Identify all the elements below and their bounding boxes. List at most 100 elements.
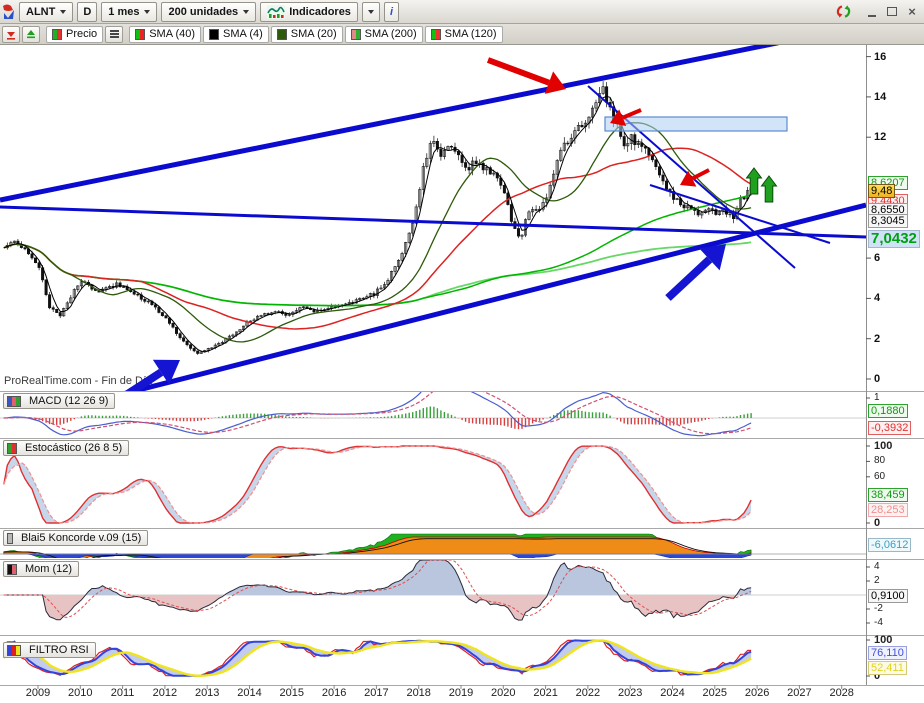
indicator-label-text: FILTRO RSI [29, 644, 89, 656]
sma-legend-item-1[interactable]: SMA (4) [203, 25, 269, 43]
indicator-value-label: 0,1880 [868, 404, 908, 418]
rsi-line [2, 639, 752, 677]
sma-legend-item-2[interactable]: SMA (20) [270, 25, 343, 43]
units-select[interactable]: 200 unidades [161, 1, 257, 22]
refresh-icon[interactable] [835, 3, 852, 20]
timeframe-label: 1 mes [108, 5, 140, 18]
indicator-axis-tick: 2 [874, 575, 880, 586]
maximize-button[interactable] [884, 5, 900, 19]
sma-4-line [3, 95, 752, 353]
year-label: 2016 [321, 687, 347, 699]
red-down-arrow-icon [7, 31, 15, 40]
symbol-select[interactable]: ALNT [19, 1, 74, 22]
sma-legend-label: SMA (20) [290, 28, 337, 40]
maximize-icon [887, 7, 897, 16]
green-up-arrow-icon [27, 29, 35, 38]
year-label: 2012 [152, 687, 178, 699]
indicators-chart-icon [267, 4, 286, 19]
list-icon[interactable] [105, 25, 124, 43]
stochastic-d-line [3, 445, 752, 524]
macd-signal-line [3, 392, 752, 435]
indicator-label-stoch[interactable]: Estocástico (26 8 5) [3, 440, 130, 456]
sma-legend-item-4[interactable]: SMA (120) [424, 25, 503, 43]
chart-canvas[interactable]: ProRealTime.com - Fin de Día 16 14 12 6 4 2 0 8,… [0, 45, 924, 703]
sma-40-line [3, 147, 752, 330]
units-label: 200 unidades [168, 5, 239, 18]
info-button[interactable]: i [383, 1, 399, 22]
indicator-label-rsi[interactable]: FILTRO RSI [3, 642, 96, 658]
timeframe-select[interactable]: 1 mes [101, 1, 158, 22]
indicator-label-koncorde[interactable]: Blai5 Koncorde v.09 (15) [3, 530, 149, 546]
year-label: 2011 [110, 687, 135, 699]
price-axis-tick: 6 [874, 252, 881, 265]
indicator-axis-tick: 1 [874, 392, 880, 403]
sma-legend-label: SMA (4) [223, 28, 263, 40]
price-axis-tick: 14 [874, 90, 887, 103]
wedge-lower-line[interactable] [649, 184, 831, 244]
year-label: 2025 [702, 687, 728, 699]
sma-legend-label: SMA (200) [364, 28, 417, 40]
stochastic-panel [3, 445, 752, 524]
filtro-rsi-panel [2, 639, 752, 678]
indicator-value-label: 52,411 [868, 661, 907, 675]
indicator-axis-tick: 0 [874, 517, 881, 529]
sell-arrow-button[interactable] [2, 25, 20, 43]
minimize-icon [868, 7, 876, 17]
year-label: 2015 [279, 687, 305, 699]
momentum-line [3, 560, 752, 621]
sma-legend-label: SMA (40) [149, 28, 196, 40]
indicator-axis-tick: 0 [874, 670, 881, 682]
year-label: 2018 [406, 687, 431, 699]
close-button[interactable]: × [904, 5, 920, 19]
close-icon: × [908, 3, 916, 19]
sma-color-swatch [135, 28, 146, 40]
symbol-label: ALNT [26, 5, 56, 18]
legend-bar: Precio SMA (40) SMA (4) SMA (20) SMA (200) S… [0, 24, 924, 45]
flat-target-line[interactable] [0, 205, 866, 239]
koncorde-media-line [3, 538, 752, 558]
sma-legend-group: SMA (40) SMA (4) SMA (20) SMA (200) SMA (120… [129, 25, 504, 43]
price-legend[interactable]: Precio [46, 25, 104, 43]
year-label: 2024 [660, 687, 685, 699]
daily-button[interactable]: D [77, 1, 98, 22]
indicator-axis-tick: 80 [874, 455, 886, 467]
sma-color-swatch [350, 28, 361, 40]
sma-legend-item-3[interactable]: SMA (200) [344, 25, 423, 43]
indicator-axis-tick: -4 [874, 617, 883, 628]
price-axis-tick: 2 [874, 332, 881, 345]
support-line[interactable] [103, 202, 866, 399]
window-controls: × [835, 3, 924, 20]
sma-color-swatch [276, 28, 287, 40]
indicators-label: Indicadores [289, 5, 351, 18]
year-label: 2017 [364, 687, 389, 699]
koncorde-panel [0, 533, 866, 558]
sma-color-swatch [209, 28, 220, 40]
indicator-value-label: -6,0612 [868, 538, 912, 552]
chevron-down-icon [243, 9, 250, 14]
price-axis-tick: 4 [874, 292, 881, 305]
indicators-dropdown-arrow[interactable] [361, 1, 380, 22]
year-label: 2010 [68, 687, 93, 699]
price-axis-tick: 16 [874, 50, 887, 63]
year-label: 2023 [617, 687, 643, 699]
indicator-value-label: 76,110 [868, 646, 907, 660]
year-label: 2009 [25, 687, 51, 699]
indicator-color-swatch [7, 563, 17, 575]
channel-resistance-line[interactable] [0, 45, 866, 203]
rsi-filter-line [2, 639, 752, 678]
year-label: 2019 [448, 687, 474, 699]
indicators-menu[interactable]: Indicadores [260, 1, 358, 22]
sma-legend-item-0[interactable]: SMA (40) [129, 25, 202, 43]
indicator-axis-tick: -2 [874, 603, 883, 614]
indicator-label-macd[interactable]: MACD (12 26 9) [3, 393, 116, 409]
minimize-button[interactable] [864, 5, 880, 19]
app-icon [2, 3, 15, 21]
indicator-label-text: Mom (12) [25, 563, 73, 575]
price-axis-tick: 0 [874, 373, 881, 385]
buy-arrow-button[interactable] [22, 25, 40, 43]
year-label: 2026 [744, 687, 770, 699]
indicator-color-swatch [7, 532, 13, 544]
year-label: 2014 [237, 687, 262, 699]
indicator-label-mom[interactable]: Mom (12) [3, 561, 80, 577]
